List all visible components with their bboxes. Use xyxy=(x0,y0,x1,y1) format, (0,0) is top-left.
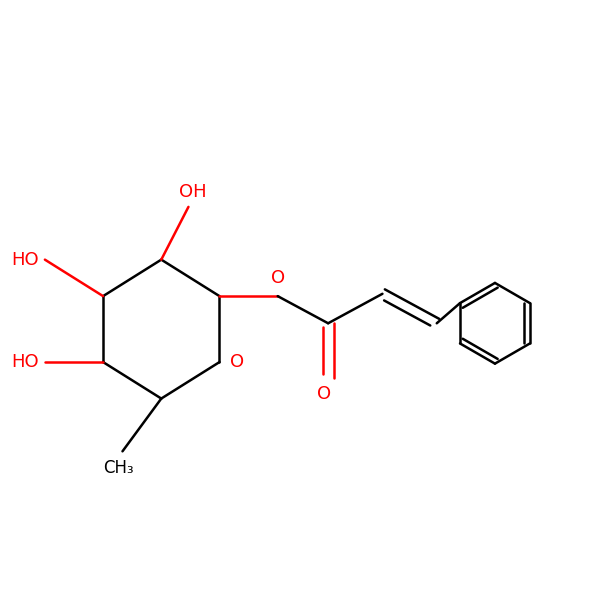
Text: HO: HO xyxy=(11,251,38,269)
Text: O: O xyxy=(317,385,331,403)
Text: CH₃: CH₃ xyxy=(103,459,134,477)
Text: HO: HO xyxy=(11,353,38,371)
Text: OH: OH xyxy=(179,182,206,200)
Text: O: O xyxy=(230,353,244,371)
Text: O: O xyxy=(271,269,285,287)
